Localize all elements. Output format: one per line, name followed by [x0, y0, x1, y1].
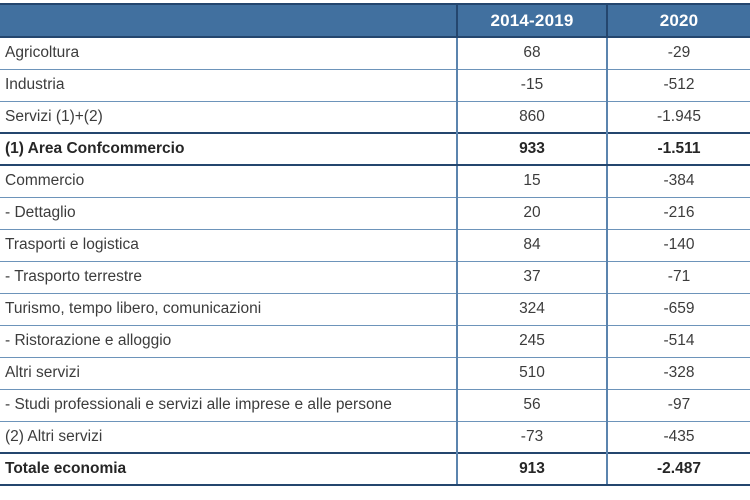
row-label: Industria — [0, 69, 457, 102]
value-2020: -97 — [606, 389, 750, 422]
value-2014-2019: 324 — [456, 293, 607, 326]
value-2014-2019: 20 — [456, 197, 607, 230]
header-row: 2014-2019 2020 — [0, 3, 750, 38]
table-row: - Studi professionali e servizi alle imp… — [0, 389, 750, 422]
row-label: Agricoltura — [0, 37, 457, 70]
row-label: - Studi professionali e servizi alle imp… — [0, 389, 457, 422]
value-2014-2019: 913 — [456, 452, 607, 486]
value-2014-2019: 84 — [456, 229, 607, 262]
table-header: 2014-2019 2020 — [0, 3, 750, 38]
table-row: - Trasporto terrestre 37 -71 — [0, 261, 750, 294]
value-2020: -29 — [606, 37, 750, 70]
row-label: Turismo, tempo libero, comunicazioni — [0, 293, 457, 326]
row-label: - Dettaglio — [0, 197, 457, 230]
value-2020: -1.945 — [606, 101, 750, 134]
value-2020: -512 — [606, 69, 750, 102]
value-2020: -514 — [606, 325, 750, 358]
table-row: (2) Altri servizi -73 -435 — [0, 421, 750, 454]
value-2014-2019: 245 — [456, 325, 607, 358]
row-label: (1) Area Confcommercio — [0, 132, 457, 166]
value-2020: -435 — [606, 421, 750, 454]
table-row: Altri servizi 510 -328 — [0, 357, 750, 390]
value-2014-2019: 37 — [456, 261, 607, 294]
row-label: - Trasporto terrestre — [0, 261, 457, 294]
column-header-2014-2019: 2014-2019 — [456, 3, 607, 38]
row-label: Altri servizi — [0, 357, 457, 390]
row-label: (2) Altri servizi — [0, 421, 457, 454]
table-row: Industria -15 -512 — [0, 69, 750, 102]
employment-change-table: 2014-2019 2020 Agricoltura 68 -29 Industria… — [0, 3, 750, 486]
table-body: Agricoltura 68 -29 Industria -15 -512 Servizi … — [0, 37, 750, 486]
table-row: Totale economia 913 -2.487 — [0, 452, 750, 486]
column-header-sector — [0, 3, 457, 38]
value-2020: -2.487 — [606, 452, 750, 486]
table-row: Agricoltura 68 -29 — [0, 37, 750, 70]
value-2014-2019: -15 — [456, 69, 607, 102]
column-header-2020: 2020 — [606, 3, 750, 38]
value-2014-2019: 56 — [456, 389, 607, 422]
table-row: - Dettaglio 20 -216 — [0, 197, 750, 230]
table-row: Trasporti e logistica 84 -140 — [0, 229, 750, 262]
value-2020: -328 — [606, 357, 750, 390]
value-2014-2019: 510 — [456, 357, 607, 390]
value-2020: -384 — [606, 165, 750, 198]
table-row: - Ristorazione e alloggio 245 -514 — [0, 325, 750, 358]
row-label: Trasporti e logistica — [0, 229, 457, 262]
value-2020: -1.511 — [606, 132, 750, 166]
value-2020: -140 — [606, 229, 750, 262]
value-2014-2019: 860 — [456, 101, 607, 134]
value-2014-2019: 933 — [456, 132, 607, 166]
row-label: Servizi (1)+(2) — [0, 101, 457, 134]
value-2014-2019: 68 — [456, 37, 607, 70]
row-label: Commercio — [0, 165, 457, 198]
table-row: Turismo, tempo libero, comunicazioni 324-… — [0, 293, 750, 326]
row-label: Totale economia — [0, 452, 457, 486]
table-row: Commercio 15 -384 — [0, 165, 750, 198]
table-row: Servizi (1)+(2) 860 -1.945 — [0, 101, 750, 134]
row-label: - Ristorazione e alloggio — [0, 325, 457, 358]
table-row: (1) Area Confcommercio 933 -1.511 — [0, 132, 750, 166]
value-2020: -71 — [606, 261, 750, 294]
value-2014-2019: -73 — [456, 421, 607, 454]
value-2020: -659 — [606, 293, 750, 326]
value-2014-2019: 15 — [456, 165, 607, 198]
value-2020: -216 — [606, 197, 750, 230]
